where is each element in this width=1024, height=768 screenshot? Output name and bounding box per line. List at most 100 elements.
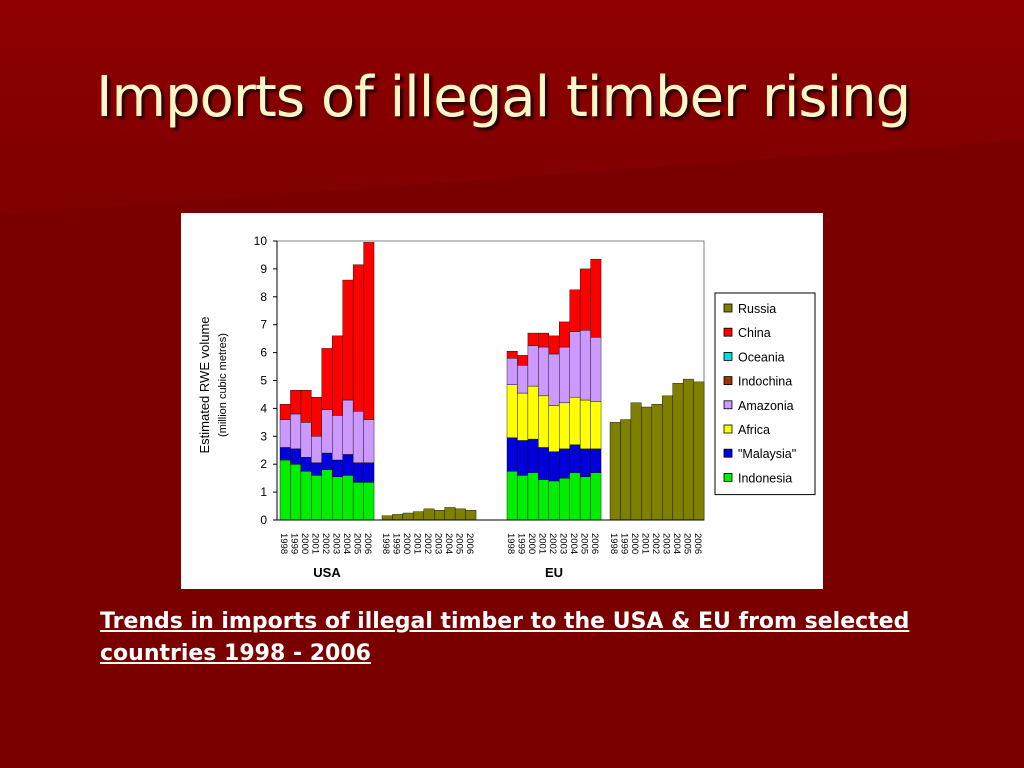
x-tick-label: 2005 [578,533,589,554]
bar-segment [279,404,291,420]
x-tick-label: 2000 [401,533,412,554]
x-tick-label: 2003 [330,533,341,554]
x-tick-label: 2005 [681,533,692,554]
bar-segment [559,346,570,404]
legend-swatch [723,472,733,482]
bar-segment [590,337,602,402]
bar-segment [527,385,539,440]
bar-segment [538,346,550,397]
bar-segment [321,348,333,410]
bar-segment [693,381,705,521]
bar-segment [590,401,602,450]
bar-segment [352,482,364,521]
x-tick-label: 2004 [568,533,579,554]
bar-segment [630,402,642,521]
bar-segment [454,508,466,521]
legend-swatch [723,376,733,386]
bar-segment [342,475,354,521]
bar-segment [444,507,456,521]
x-tick-label: 2003 [557,533,568,554]
x-tick-label: 2003 [660,533,671,554]
bar-segment [579,268,591,331]
legend-swatch [723,424,733,434]
bar-segment [321,469,333,521]
bar-segment [363,419,375,464]
bar-segment [548,480,560,521]
bar-segment [569,444,581,473]
bar-segment [363,242,375,420]
bar-segment [517,475,529,521]
bar-segment [579,399,591,450]
bar-segment [538,395,550,448]
group-label: EU [545,565,563,580]
y-tick-label: 6 [260,346,267,360]
bar-segment [352,410,364,464]
bar-segment [579,476,591,521]
x-tick-label: 2002 [650,533,661,554]
bar-segment [342,399,354,455]
bar-segment [311,462,323,476]
bar-segment [559,321,570,348]
x-tick-label: 2002 [547,533,558,554]
legend: Russia China Oceania Indochina Amazonia Afric… [714,292,816,496]
legend-box [714,292,816,496]
bar-segment [506,437,518,472]
bar-segment [527,472,539,521]
slide-title: Imports of illegal timber rising [96,65,911,130]
bar-segment [548,353,560,406]
bar-segment [506,384,518,438]
bar-segment [548,335,560,355]
bar-segment [300,470,312,521]
bar-segment [527,438,539,473]
legend-label: Indonesia [738,471,792,485]
bar-series [279,242,705,521]
bar-segment [517,440,529,476]
x-tick-label: 1999 [516,533,527,554]
bar-segment [321,409,333,454]
x-tick-label: 2001 [537,533,548,554]
bar-segment [332,459,343,477]
x-tick-label: 2000 [629,533,640,554]
bar-segment [569,289,581,332]
bar-segment [332,415,343,461]
bar-segment [363,482,375,521]
bar-segment [506,357,518,385]
bar-segment [559,477,570,521]
bar-segment [506,470,518,521]
x-tick-label: 2001 [640,533,651,554]
group-label: USA [313,565,341,580]
bar-segment [290,390,302,415]
bar-segment [342,454,354,476]
y-axis-label: Estimated RWE volume [197,316,212,453]
bar-segment [352,264,364,412]
bar-segment [672,383,684,521]
bar-segment [342,279,354,401]
x-tick-label: 2004 [341,533,352,554]
bar-segment [590,448,602,473]
x-tick-label: 2004 [671,533,682,554]
y-tick-label: 1 [260,485,267,499]
y-axis-sublabel: (million cubic metres) [217,333,229,437]
bar-segment [279,447,291,461]
bar-segment [538,332,550,348]
legend-swatch [723,327,733,337]
legend-label: Oceania [738,350,785,364]
bar-segment [569,331,581,398]
x-tick-label: 1998 [608,533,619,554]
bar-segment [527,345,539,387]
bar-segment [311,397,323,437]
bar-segment [332,335,343,416]
bar-segment [290,413,302,450]
bar-segment [517,355,529,366]
bar-segment [579,330,591,401]
bar-segment [590,472,602,521]
legend-label: Indochina [738,375,792,389]
legend-swatch [723,351,733,361]
bar-segment [559,448,570,479]
x-tick-label: 2006 [464,533,475,554]
bar-segment [465,510,477,521]
bar-segment [279,459,291,521]
legend-label: Amazonia [738,399,794,413]
x-tick-label: 1998 [505,533,516,554]
